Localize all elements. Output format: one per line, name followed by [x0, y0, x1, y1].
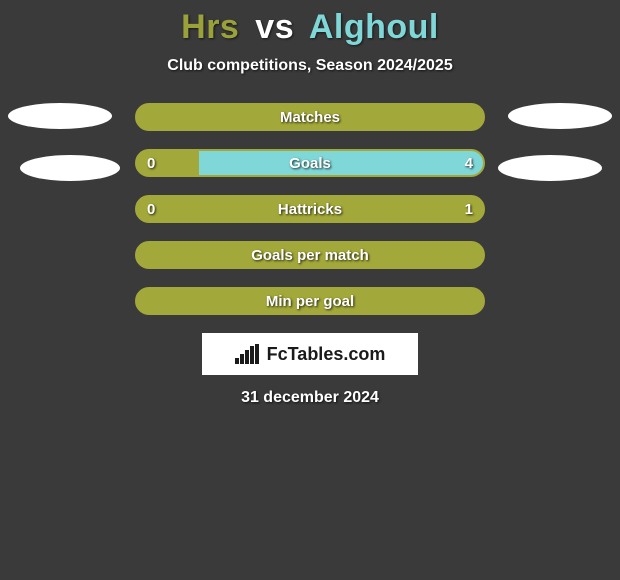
stat-row: 04Goals — [135, 149, 485, 177]
bar-fill-right — [199, 151, 483, 175]
stat-label: Min per goal — [137, 289, 483, 313]
stat-bar: 0 1Hattricks — [135, 195, 485, 223]
decor-ellipse — [498, 155, 602, 181]
stat-value-left: 0 — [147, 197, 155, 221]
decor-ellipse — [8, 103, 112, 129]
stat-row: 0 1Hattricks — [135, 195, 485, 223]
stat-label: Matches — [137, 105, 483, 129]
stat-label: Goals per match — [137, 243, 483, 267]
stat-value-right: 1 — [465, 197, 473, 221]
stat-row: Goals per match — [135, 241, 485, 269]
stat-row: Min per goal — [135, 287, 485, 315]
date-label: 31 december 2024 — [0, 389, 620, 407]
stat-row: Matches — [135, 103, 485, 131]
stat-value-right: 4 — [465, 151, 473, 175]
stat-bar: Matches — [135, 103, 485, 131]
stat-value-left: 0 — [147, 151, 155, 175]
title-player2: Alghoul — [309, 8, 439, 46]
logo-text: FcTables.com — [267, 344, 386, 365]
title-player1: Hrs — [181, 8, 239, 46]
comparison-stage: Matches04Goals01HattricksGoals per match… — [0, 103, 620, 407]
stat-bar: Min per goal — [135, 287, 485, 315]
decor-ellipse — [508, 103, 612, 129]
decor-ellipse — [20, 155, 120, 181]
page-title: Hrs vs Alghoul — [0, 0, 620, 47]
bar-chart-icon — [235, 344, 261, 364]
stat-bar: 04Goals — [135, 149, 485, 177]
title-vs: vs — [255, 8, 294, 46]
subtitle: Club competitions, Season 2024/2025 — [0, 57, 620, 75]
logo-box: FcTables.com — [202, 333, 418, 375]
stat-label: Hattricks — [137, 197, 483, 221]
stat-bar: Goals per match — [135, 241, 485, 269]
